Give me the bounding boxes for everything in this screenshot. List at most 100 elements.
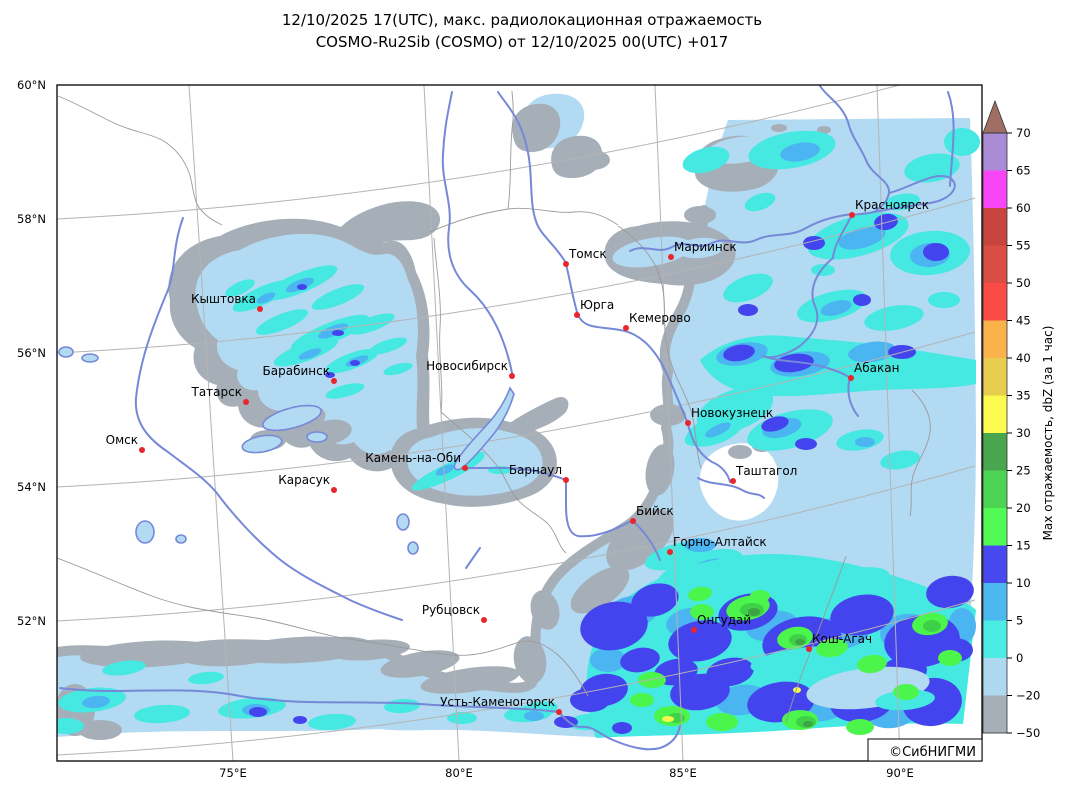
city-dot <box>806 646 812 652</box>
colorbar-segment <box>983 320 1007 359</box>
city-label: Барабинск <box>263 364 330 378</box>
colorbar-segment <box>983 545 1007 584</box>
city-dot <box>574 312 580 318</box>
colorbar-segment <box>983 470 1007 509</box>
lat-tick-label: 60°N <box>17 78 46 92</box>
city-dot <box>243 399 249 405</box>
city-dot <box>331 378 337 384</box>
city-dot <box>848 375 854 381</box>
city-dot <box>849 212 855 218</box>
city-label: Кемерово <box>629 311 691 325</box>
city-label: Абакан <box>854 361 899 375</box>
river-irtysh-south <box>59 687 681 751</box>
colorbar-segment <box>983 395 1007 434</box>
city-dot <box>257 306 263 312</box>
city-dot <box>563 261 569 267</box>
colorbar-tick-label: 20 <box>1016 501 1031 515</box>
city-dot <box>462 465 468 471</box>
city-dot <box>691 627 697 633</box>
river-katun <box>632 520 661 561</box>
colorbar-segment <box>983 620 1007 659</box>
city-label: Карасук <box>278 473 330 487</box>
river-yenisei <box>762 85 891 359</box>
colorbar-segment <box>983 133 1007 171</box>
city-dot <box>481 617 487 623</box>
river-ob-tomsk <box>497 91 567 264</box>
map-canvas <box>57 85 980 761</box>
city-label: Мариинск <box>674 240 737 254</box>
colorbar-tick-label: 60 <box>1016 201 1031 215</box>
lat-tick-label: 58°N <box>17 212 46 226</box>
city-label: Красноярск <box>855 198 929 212</box>
lat-tick-label: 56°N <box>17 346 46 360</box>
river-yenisei-loop <box>873 175 956 213</box>
river-tom <box>565 263 689 425</box>
colorbar-overflow-arrow <box>982 99 1008 134</box>
river-irtysh <box>134 217 403 621</box>
city-dot <box>667 549 673 555</box>
city-label: Кош-Агач <box>812 632 872 646</box>
colorbar-segment <box>983 170 1007 209</box>
city-label: Рубцовск <box>422 603 480 617</box>
city-label: Татарск <box>191 385 243 399</box>
city-dot <box>563 477 569 483</box>
copyright-box <box>867 738 983 762</box>
axis-tick-labels: 60°N 58°N 56°N 54°N 52°N 75°E 80°E 85°E 90°E <box>17 78 914 780</box>
colorbar-tick-label: 50 <box>1016 276 1031 290</box>
city-dot <box>668 254 674 260</box>
city-label: Усть-Каменогорск <box>440 695 555 709</box>
colorbar-tick-label: 55 <box>1016 239 1031 253</box>
colorbar-segment <box>983 583 1007 621</box>
colorbar-tick-label: 15 <box>1016 539 1031 553</box>
colorbar-axis-label: Max отражаемость, dbZ (за 1 час) <box>1041 326 1055 541</box>
river-tom-south <box>687 423 731 483</box>
lon-tick-label: 85°E <box>669 766 697 780</box>
ob-reservoir <box>453 386 515 471</box>
city-dot <box>685 420 691 426</box>
rivers <box>59 85 956 751</box>
city-label: Бийск <box>636 504 674 518</box>
colorbar-tick-label: 5 <box>1016 614 1023 628</box>
river-ob-biysk <box>565 479 634 538</box>
colorbar-tick-label: 25 <box>1016 464 1031 478</box>
city-label: Новокузнецк <box>691 406 773 420</box>
colorbar-tick-label: 0 <box>1016 651 1023 665</box>
city-dot <box>730 478 736 484</box>
figure-title-line2: COSMO-Ru2Sib (COSMO) от 12/10/2025 00(UT… <box>316 33 729 51</box>
city-label: Юрга <box>580 298 614 312</box>
colorbar-tick-label: 40 <box>1016 351 1031 365</box>
colorbar-tick-label: −50 <box>1016 726 1040 740</box>
city-label: Омск <box>106 433 138 447</box>
city-label: Кыштовка <box>191 292 256 306</box>
city-label: Таштагол <box>735 464 797 478</box>
lon-tick-label: 75°E <box>219 766 247 780</box>
city-dot <box>623 325 629 331</box>
colorbar-segment <box>983 695 1007 734</box>
copyright-text: ©СибНИГМИ <box>889 745 976 760</box>
city-dot <box>331 487 337 493</box>
city-dot <box>630 518 636 524</box>
colorbar-tick-label: 45 <box>1016 314 1031 328</box>
lon-tick-label: 80°E <box>445 766 473 780</box>
colorbar-tick-label: 35 <box>1016 389 1031 403</box>
city-label: Горно-Алтайск <box>673 535 767 549</box>
colorbar-segment <box>983 433 1007 471</box>
city-dot <box>556 709 562 715</box>
city-label: Томск <box>568 247 607 261</box>
city-label: Барнаул <box>509 463 562 477</box>
colorbar-segment <box>983 245 1007 284</box>
river-ob-barnaul <box>464 467 567 481</box>
city-label: Новосибирск <box>426 359 508 373</box>
city-label: Камень-на-Оби <box>365 451 461 465</box>
colorbar-tick-label: −20 <box>1016 689 1040 703</box>
lat-tick-label: 52°N <box>17 614 46 628</box>
river-ob-north <box>441 91 514 379</box>
map-frame <box>56 84 983 762</box>
city-markers: Красноярск Томск Мариинск Юрга Кемерово Новос… <box>106 198 929 715</box>
colorbar-tick-label: 30 <box>1016 426 1031 440</box>
colorbar-tick-label: 70 <box>1016 126 1031 140</box>
figure-title-line1: 12/10/2025 17(UTC), макс. радиолокационн… <box>282 11 762 29</box>
